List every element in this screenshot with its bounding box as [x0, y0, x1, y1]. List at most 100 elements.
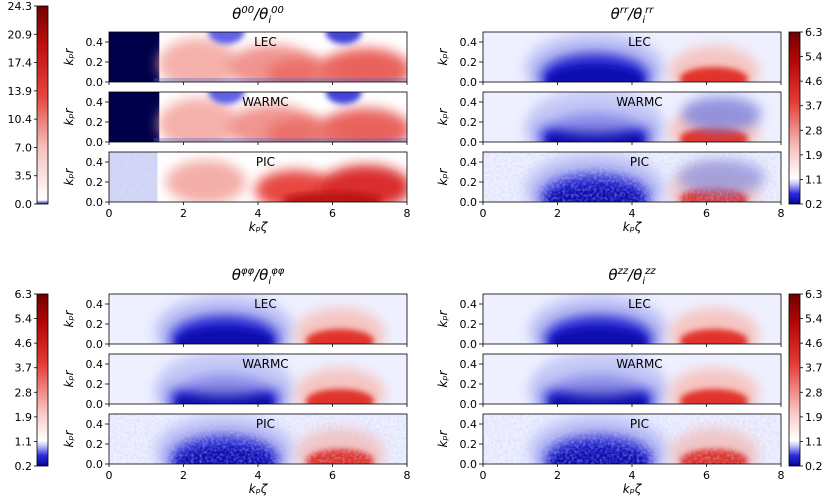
y-tick-label: 0.0: [86, 458, 104, 471]
title-part: /θ: [252, 5, 268, 23]
x-tick-label: 2: [180, 469, 187, 482]
colorbar: [36, 5, 49, 205]
x-tick-label: 2: [554, 469, 561, 482]
title-part: φφ: [271, 266, 285, 277]
colorbar-tick-label: 1.1: [805, 435, 823, 448]
title-part: /θ: [252, 266, 268, 284]
y-tick-label: 0.0: [460, 398, 478, 411]
colorbar-tick-label: 6.3: [15, 288, 33, 301]
panel-label: WARMC: [242, 95, 289, 109]
panel-label: LEC: [628, 297, 651, 311]
y-tick-label: 0.4: [86, 298, 104, 311]
panel-label: PIC: [630, 155, 649, 169]
x-tick-label: 4: [255, 469, 262, 482]
title-part: zz: [644, 266, 656, 277]
colorbar-tick-label: 1.1: [805, 173, 823, 186]
y-tick-label: 0.0: [460, 338, 478, 351]
colorbar-tick-label: 0.2: [805, 198, 823, 211]
y-tick-label: 0.4: [460, 156, 478, 169]
x-axis-label: kₚζ: [249, 482, 269, 496]
colorbar-tick-label: 3.7: [805, 100, 823, 113]
title-part: /θ: [626, 266, 642, 284]
title-part: 00: [241, 5, 254, 16]
panel-label: PIC: [630, 417, 649, 431]
y-tick-label: 0.0: [460, 76, 478, 89]
colorbar-tick-label: 0.0: [15, 198, 33, 211]
x-axis-label: kₚζ: [623, 220, 643, 234]
y-tick-label: 0.4: [86, 96, 104, 109]
colorbar-tick-label: 1.1: [15, 435, 33, 448]
title-part: i: [642, 276, 645, 287]
colorbar-tick-label: 24.3: [8, 0, 33, 13]
y-axis-label: kₚr: [436, 107, 450, 125]
colorbar-tick-label: 2.8: [805, 124, 823, 137]
title-part: rr: [620, 5, 629, 16]
colorbar-tick-label: 4.6: [805, 75, 823, 88]
colorbar-tick-label: 2.8: [15, 386, 33, 399]
title-part: φφ: [241, 266, 255, 277]
colorbar-tick-label: 6.3: [805, 26, 823, 39]
x-tick-label: 6: [329, 469, 336, 482]
colorbar-tick-label: 6.3: [805, 288, 823, 301]
chart-title: θ00/θi00: [232, 5, 284, 26]
chart-title: θzz/θizz: [608, 266, 656, 287]
chart-0: θ00/θi00LEC0.00.20.4kₚrWARMC0.00.20.4kₚr…: [8, 0, 411, 234]
y-tick-label: 0.0: [460, 136, 478, 149]
colorbar-tick-label: 3.7: [15, 362, 33, 375]
panel-label: PIC: [256, 155, 275, 169]
panel-label: LEC: [254, 297, 277, 311]
x-tick-label: 0: [106, 207, 113, 220]
y-tick-label: 0.4: [460, 298, 478, 311]
x-tick-label: 2: [554, 207, 561, 220]
title-part: /θ: [626, 5, 642, 23]
title-part: 00: [271, 5, 284, 16]
y-tick-label: 0.2: [460, 378, 478, 391]
x-tick-label: 8: [778, 207, 785, 220]
title-part: rr: [645, 5, 654, 16]
title-part: θ: [232, 266, 241, 284]
y-tick-label: 0.4: [460, 36, 478, 49]
title-part: θ: [611, 5, 620, 23]
x-tick-label: 2: [180, 207, 187, 220]
colorbar-tick-label: 1.9: [15, 411, 33, 424]
title-part: θ: [608, 266, 617, 284]
x-tick-label: 0: [480, 469, 487, 482]
colorbar-tick-label: 17.4: [8, 57, 33, 70]
title-part: θ: [232, 5, 241, 23]
x-tick-label: 6: [329, 207, 336, 220]
x-tick-label: 0: [480, 207, 487, 220]
colorbar: [788, 31, 801, 205]
chart-title: θφφ/θiφφ: [232, 266, 285, 287]
y-tick-label: 0.4: [460, 358, 478, 371]
colorbar-tick-label: 0.2: [15, 460, 33, 473]
y-tick-label: 0.0: [460, 458, 478, 471]
y-axis-label: kₚr: [62, 429, 76, 447]
panel-label: LEC: [254, 35, 277, 49]
colorbar-tick-label: 7.0: [15, 141, 33, 154]
y-tick-label: 0.2: [86, 378, 104, 391]
colorbar-tick-label: 20.9: [8, 28, 33, 41]
x-tick-label: 6: [703, 469, 710, 482]
colorbar-tick-label: 5.4: [805, 313, 823, 326]
chart-2: θφφ/θiφφLEC0.00.20.4kₚrWARMC0.00.20.4kₚr…: [15, 266, 411, 496]
title-part: zz: [617, 266, 629, 277]
colorbar-tick-label: 0.2: [805, 460, 823, 473]
y-tick-label: 0.0: [86, 398, 104, 411]
y-tick-label: 0.2: [86, 56, 104, 69]
chart-3: θzz/θizzLEC0.00.20.4kₚrWARMC0.00.20.4kₚr…: [436, 266, 823, 496]
colorbar-tick-label: 3.7: [805, 362, 823, 375]
panel-label: WARMC: [242, 357, 289, 371]
y-tick-label: 0.0: [460, 196, 478, 209]
y-axis-label: kₚr: [436, 167, 450, 185]
y-axis-label: kₚr: [436, 369, 450, 387]
y-tick-label: 0.0: [86, 338, 104, 351]
y-tick-label: 0.2: [460, 116, 478, 129]
y-axis-label: kₚr: [436, 309, 450, 327]
x-tick-label: 4: [629, 207, 636, 220]
y-axis-label: kₚr: [62, 369, 76, 387]
colorbar-tick-label: 1.9: [805, 411, 823, 424]
y-tick-label: 0.2: [86, 176, 104, 189]
y-axis-label: kₚr: [62, 47, 76, 65]
y-tick-label: 0.2: [460, 56, 478, 69]
